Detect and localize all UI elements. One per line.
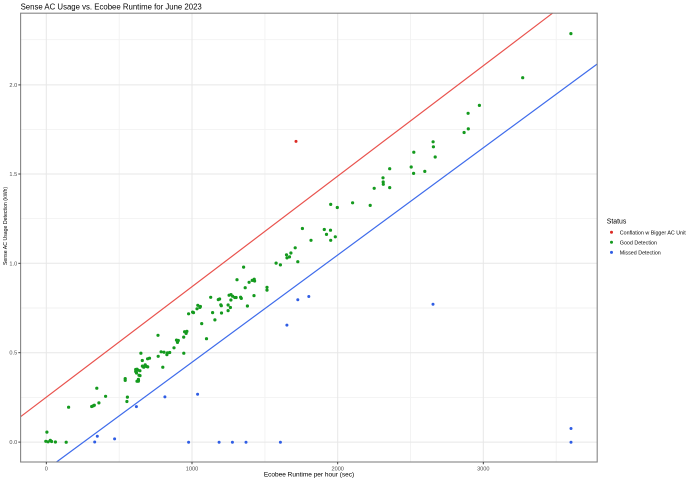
svg-text:3000: 3000	[477, 466, 489, 472]
svg-text:2.0: 2.0	[9, 83, 17, 89]
svg-text:1.0: 1.0	[9, 261, 17, 267]
svg-text:0.5: 0.5	[9, 351, 17, 357]
svg-text:Status: Status	[607, 218, 627, 225]
svg-text:Sense AC Usage Detection (kWh): Sense AC Usage Detection (kWh)	[3, 187, 9, 265]
svg-text:1000: 1000	[186, 466, 198, 472]
svg-text:Good Detection: Good Detection	[620, 240, 657, 246]
svg-text:Ecobee Runtime per hour (sec): Ecobee Runtime per hour (sec)	[264, 472, 354, 479]
svg-text:Sense AC Usage vs. Ecobee Runt: Sense AC Usage vs. Ecobee Runtime for Ju…	[21, 3, 202, 12]
svg-text:Missed Detection: Missed Detection	[620, 251, 661, 257]
svg-text:2000: 2000	[331, 466, 343, 472]
svg-text:Conflation w Bigger AC Unit: Conflation w Bigger AC Unit	[620, 230, 686, 236]
svg-text:0: 0	[45, 466, 48, 472]
svg-text:0.0: 0.0	[9, 440, 17, 446]
svg-text:1.5: 1.5	[9, 172, 17, 178]
